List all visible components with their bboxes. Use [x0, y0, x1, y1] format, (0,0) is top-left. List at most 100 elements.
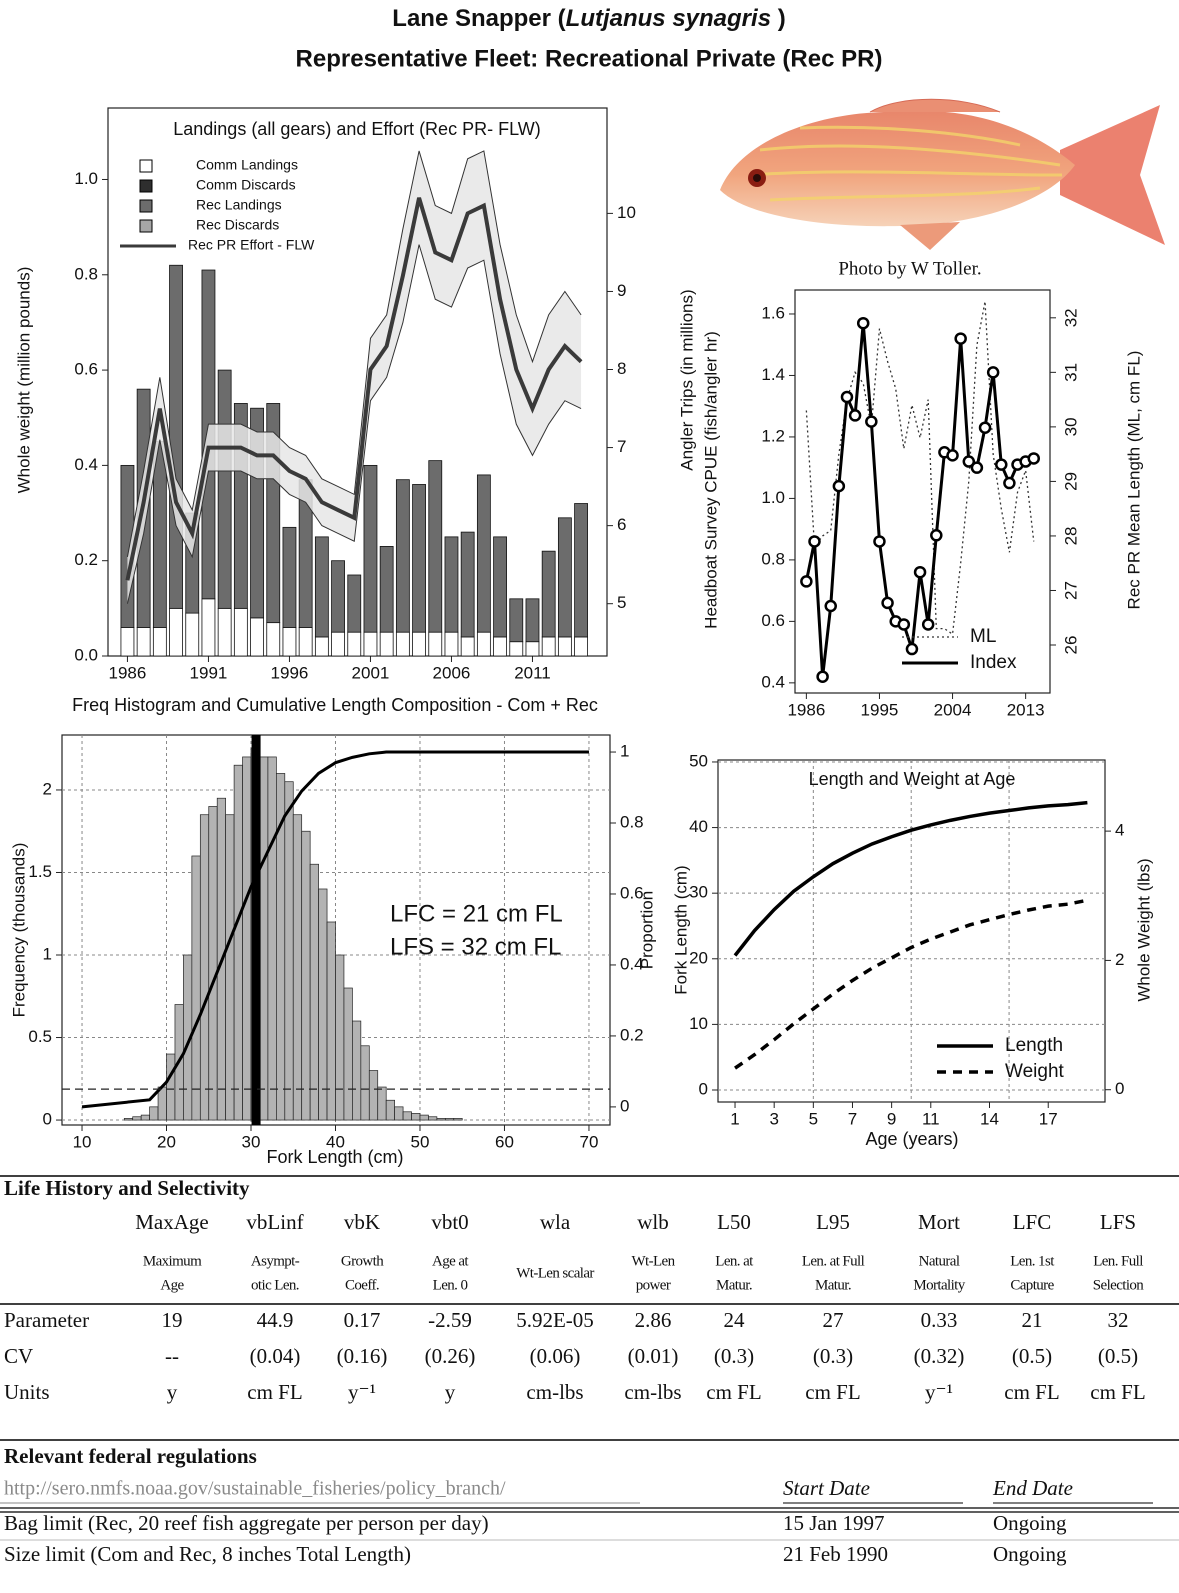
table-cell: 0.33 — [921, 1308, 958, 1332]
x-tick-label: 40 — [326, 1132, 345, 1151]
x-tick-label: 11 — [922, 1109, 940, 1128]
histogram-bar — [360, 1045, 370, 1121]
bar-segment — [314, 636, 329, 657]
y2-axis-label: Rec PR Mean Length (ML, cm FL) — [1124, 351, 1143, 610]
table-cell: (0.5) — [1098, 1344, 1138, 1368]
x-tick-label: 2011 — [514, 663, 551, 682]
table-cell: 32 — [1108, 1308, 1129, 1332]
y2-tick-label: 31 — [1061, 363, 1080, 382]
y-tick-label: 2 — [43, 779, 52, 798]
bar-segment — [217, 369, 232, 609]
y2-tick-label: 10 — [617, 203, 636, 222]
y2-axis-label: Angler Trips (in millions) — [677, 289, 696, 470]
bar-segment — [347, 631, 362, 657]
data-line — [734, 898, 1088, 1070]
table-cell: (0.16) — [337, 1344, 388, 1368]
histogram-bar — [284, 781, 294, 1121]
table-cell: 24 — [724, 1308, 746, 1332]
histogram-bar — [385, 1099, 395, 1121]
regulation-end: Ongoing — [993, 1511, 1067, 1535]
y2-tick-label: 9 — [617, 281, 626, 300]
bar-segment — [298, 627, 313, 657]
table-cell: 44.9 — [257, 1308, 294, 1332]
data-point — [930, 529, 943, 542]
legend-label: Rec PR Effort - FLW — [188, 237, 315, 253]
table-cell: 5.92E-05 — [516, 1308, 594, 1332]
y-axis-label: Frequency (thousands) — [9, 843, 28, 1018]
histogram-bar — [428, 1116, 438, 1121]
x-tick-label: 14 — [980, 1109, 999, 1128]
fish-photo — [720, 98, 1165, 250]
bar-segment — [250, 617, 264, 657]
table-cell: 2.86 — [635, 1308, 672, 1332]
effort-band — [127, 150, 582, 604]
bar-segment — [379, 631, 394, 657]
column-description: Wt-Len — [631, 1253, 675, 1269]
y-tick-label: 1.4 — [761, 365, 785, 384]
y-tick-label: 50 — [689, 751, 708, 770]
data-point — [808, 535, 821, 548]
bar-segment — [363, 631, 378, 657]
data-point — [970, 461, 984, 474]
regulation-start: 15 Jan 1997 — [783, 1511, 885, 1535]
y2-tick-label: 7 — [617, 437, 626, 456]
y2-tick-label: 28 — [1061, 526, 1080, 545]
legend-label: Length — [1005, 1035, 1063, 1056]
photo-credit: Photo by W Toller. — [838, 258, 981, 279]
bar-segment — [233, 607, 248, 657]
bar-segment — [574, 503, 588, 638]
histogram-bar — [419, 1114, 429, 1121]
histogram-bar — [132, 1116, 142, 1121]
column-name: LFC — [1013, 1210, 1052, 1234]
x-tick-label: 3 — [769, 1109, 778, 1128]
histogram-bar — [343, 987, 353, 1121]
table-cell: -- — [165, 1344, 179, 1368]
bar-segment — [412, 631, 426, 657]
column-name: wla — [540, 1210, 571, 1234]
bar-segment — [493, 536, 507, 638]
data-point — [978, 421, 992, 434]
table-cell: (0.32) — [914, 1344, 965, 1368]
legend-label: Index — [970, 652, 1017, 673]
data-point — [848, 409, 862, 422]
x-tick-label: 2001 — [352, 663, 390, 682]
data-point — [865, 415, 878, 428]
y-tick-label: 40 — [689, 817, 708, 836]
histogram-bar — [402, 1111, 412, 1121]
bar-segment — [444, 631, 459, 657]
y-tick-label: 0.6 — [74, 360, 98, 379]
table-cell: y⁻¹ — [925, 1380, 953, 1404]
regulation-end: Ongoing — [993, 1542, 1067, 1566]
bar-segment — [541, 550, 556, 638]
table-cell: cm FL — [1004, 1380, 1059, 1404]
x-tick-label: 10 — [73, 1132, 92, 1151]
legend-swatch — [139, 179, 153, 193]
title-text: Lane Snapper ( — [392, 5, 565, 32]
y2-tick-label: 0 — [1115, 1079, 1124, 1098]
y-tick-label: 1 — [43, 944, 52, 963]
bar-segment — [509, 598, 524, 643]
page-subtitle: Representative Fleet: Recreational Priva… — [296, 45, 883, 72]
histogram-bar — [368, 1070, 379, 1121]
bar-segment — [120, 627, 135, 657]
bar-segment — [460, 636, 475, 657]
chart-title: Freq Histogram and Cumulative Length Com… — [72, 695, 598, 715]
y2-tick-label: 6 — [617, 515, 626, 534]
histogram-bar — [411, 1113, 421, 1121]
histogram-bar — [149, 1106, 159, 1121]
table-cell: cm FL — [706, 1380, 761, 1404]
bar-segment — [428, 460, 443, 633]
x-tick-label: 2006 — [433, 663, 471, 682]
chart-title: Length and Weight at Age — [809, 769, 1016, 789]
legend-label: Comm Discards — [196, 177, 296, 193]
data-point — [995, 458, 1008, 471]
table-cell: cm-lbs — [526, 1380, 583, 1404]
y2-axis-label: Proportion — [637, 891, 656, 969]
plot-frame — [794, 289, 1051, 694]
bar-segment — [525, 641, 540, 657]
y-tick-label: 1.6 — [761, 303, 785, 322]
y2-tick-label: 4 — [1115, 821, 1124, 840]
histogram-bar — [166, 1053, 176, 1121]
y-tick-label: 0.4 — [74, 455, 98, 474]
data-line — [81, 750, 589, 1109]
